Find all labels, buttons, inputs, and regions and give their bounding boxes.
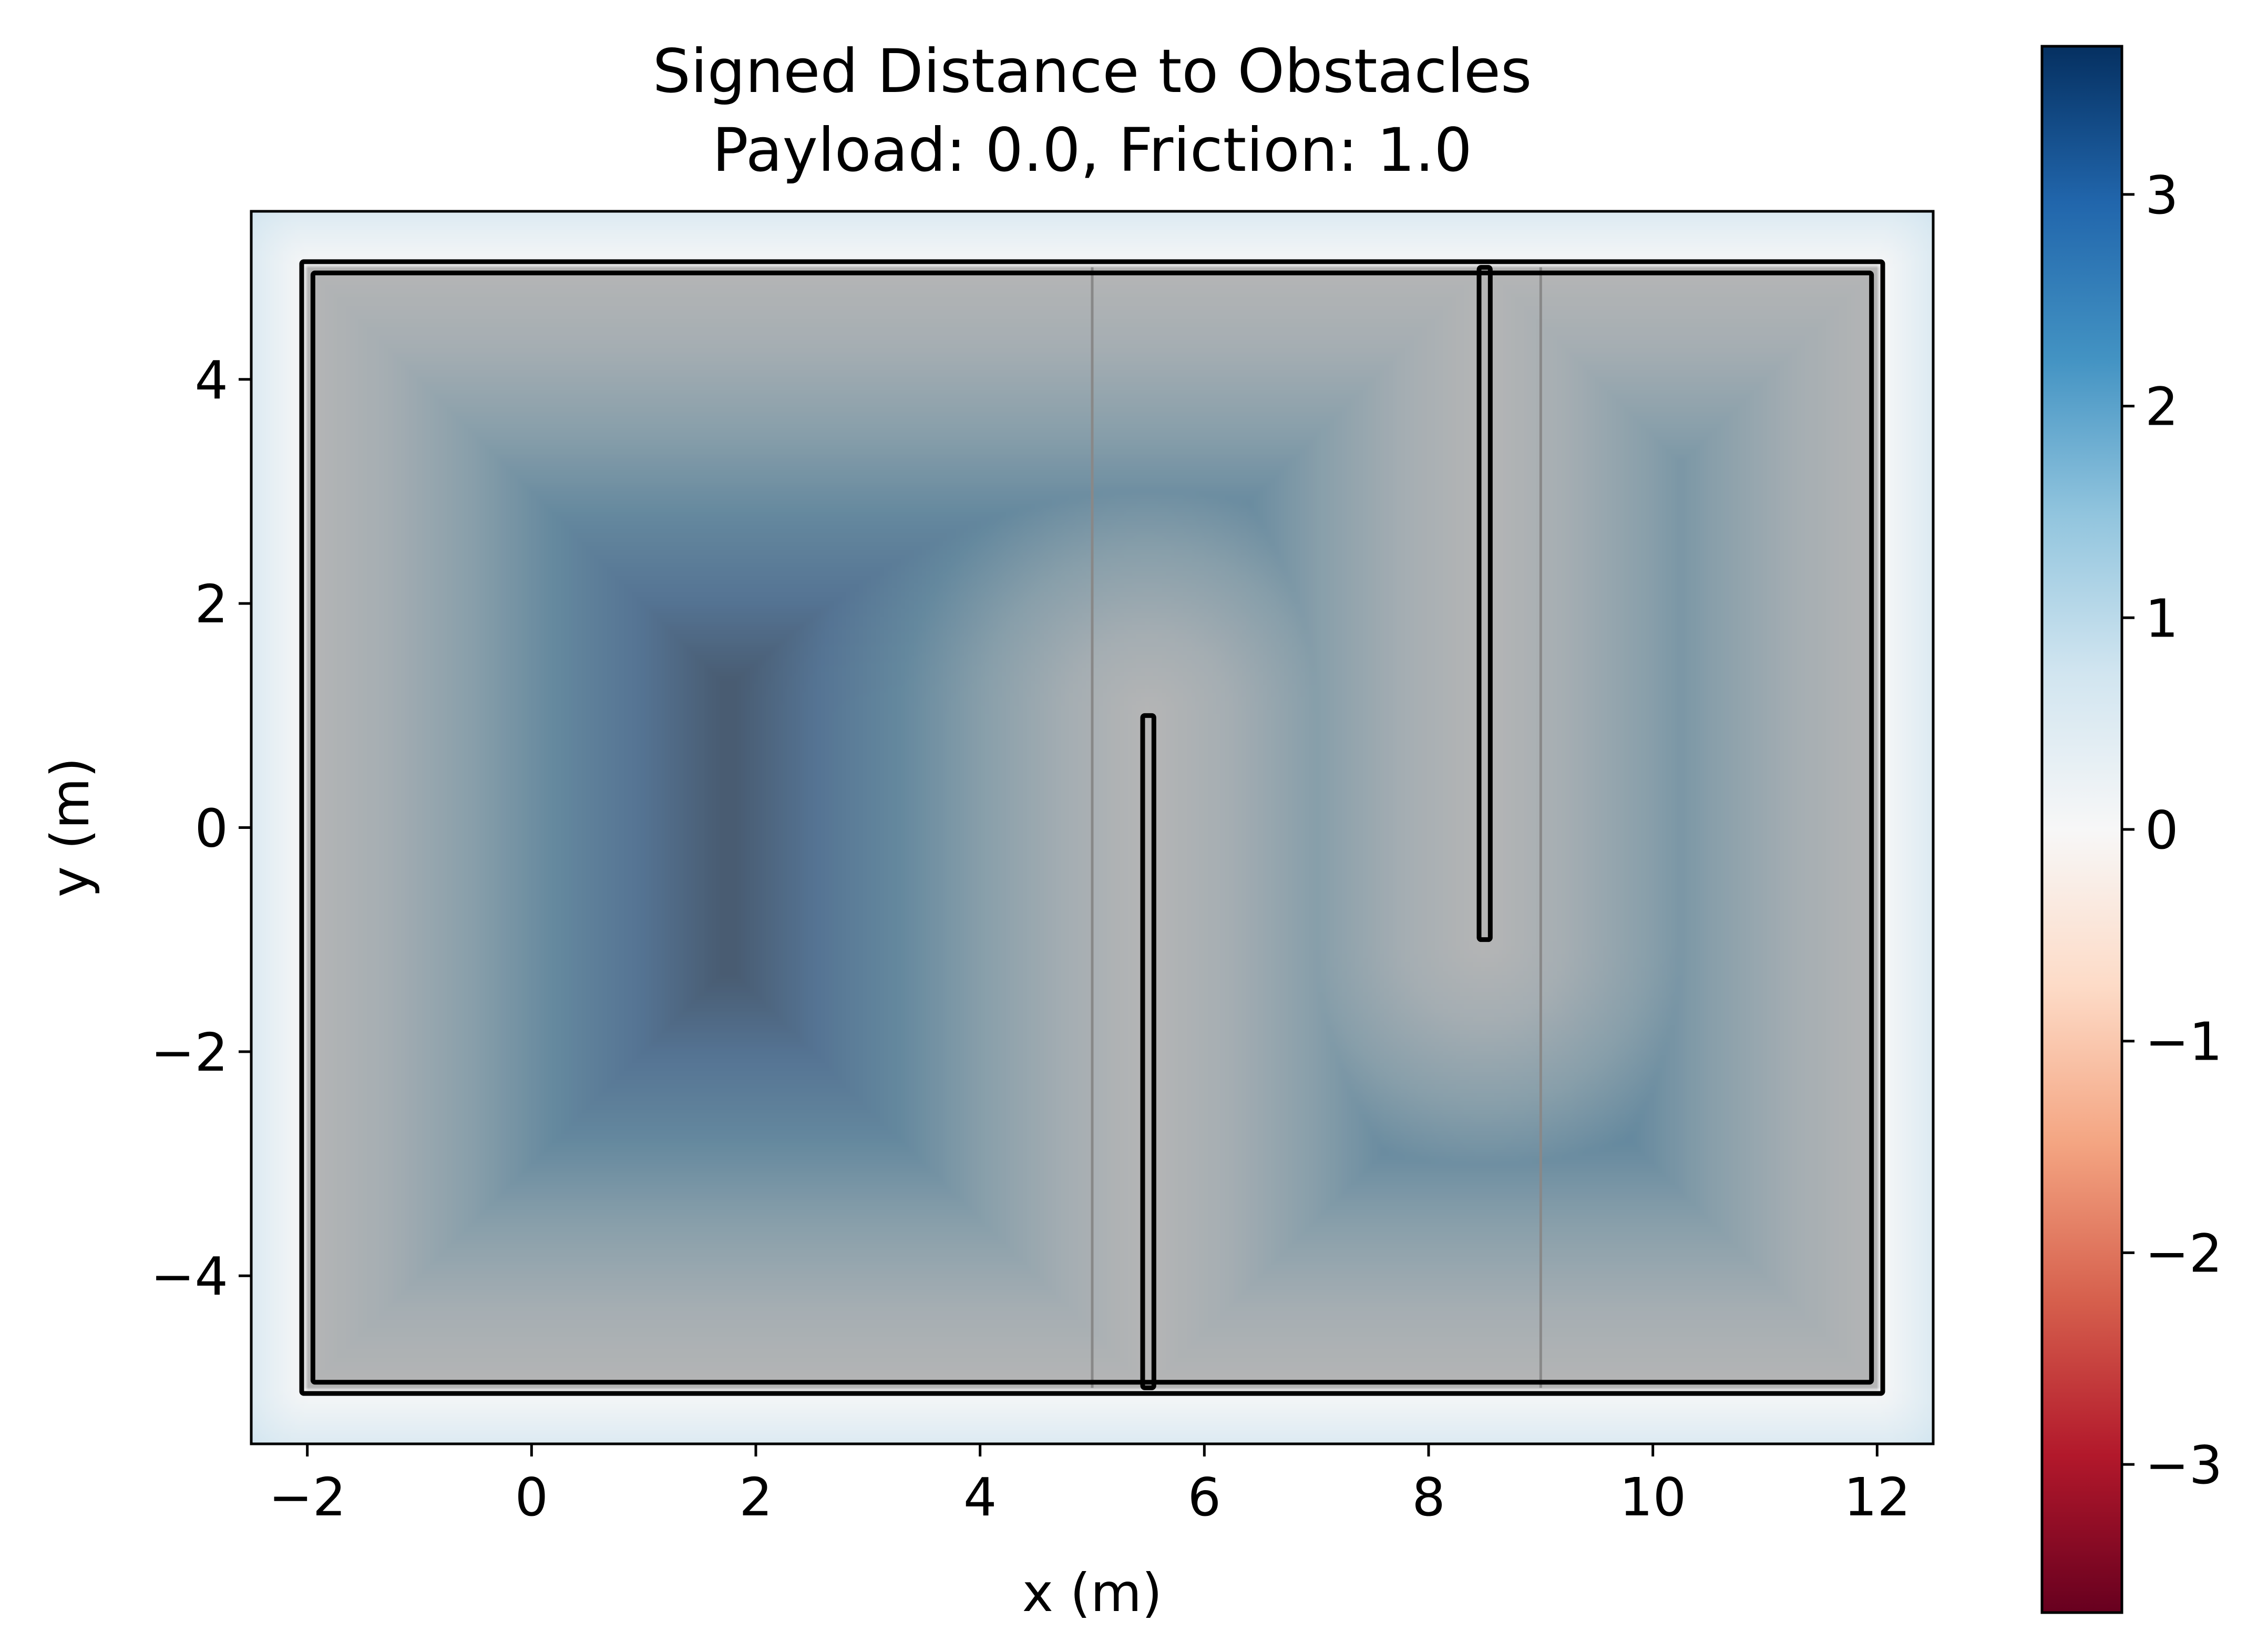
x-axis-ticks: −2 0 2 4 6 8 10 12 xyxy=(269,1444,1911,1528)
colorbar: −3 −2 −1 0 1 2 3 xyxy=(2040,45,2222,1614)
colorbar-tick-label: 2 xyxy=(2145,376,2179,438)
colorbar-tick-label: −1 xyxy=(2145,1011,2222,1073)
x-tick-label: −2 xyxy=(269,1466,346,1528)
y-axis-ticks: −4 −2 0 2 4 xyxy=(151,350,251,1307)
boundary-wall-outer xyxy=(299,259,1885,1396)
x-tick-label: 2 xyxy=(739,1466,773,1528)
interior-wall xyxy=(1140,713,1156,1390)
colorbar-tick-label: 0 xyxy=(2145,799,2179,861)
colorbar-ticks: −3 −2 −1 0 1 2 3 xyxy=(2122,165,2222,1496)
obstacle-outlines xyxy=(299,259,1885,1396)
reference-lines xyxy=(1091,267,1542,1388)
colorbar-tick-label: −3 xyxy=(2145,1434,2222,1496)
chart-subtitle: Payload: 0.0, Friction: 1.0 xyxy=(712,115,1472,185)
boundary-wall-inner xyxy=(310,270,1874,1385)
plot-area xyxy=(251,211,1933,1444)
x-tick-label: 8 xyxy=(1412,1466,1445,1528)
chart-title: Signed Distance to Obstacles xyxy=(653,36,1532,106)
x-tick-label: 4 xyxy=(963,1466,997,1528)
colorbar-tick-label: 1 xyxy=(2145,588,2179,649)
y-axis-label: y (m) xyxy=(39,757,101,897)
x-tick-label: 6 xyxy=(1188,1466,1222,1528)
x-tick-label: 12 xyxy=(1844,1466,1911,1528)
y-tick-label: −4 xyxy=(151,1246,228,1307)
y-tick-label: 2 xyxy=(194,573,228,635)
y-tick-label: 4 xyxy=(194,350,228,411)
colorbar-scale xyxy=(2040,45,2123,1614)
colorbar-tick-label: 3 xyxy=(2145,165,2179,226)
colorbar-tick-label: −2 xyxy=(2145,1223,2222,1284)
x-tick-label: 10 xyxy=(1619,1466,1686,1528)
y-tick-label: 0 xyxy=(194,798,228,859)
interior-wall xyxy=(1476,265,1493,942)
x-tick-label: 0 xyxy=(515,1466,549,1528)
y-tick-label: −2 xyxy=(151,1022,228,1083)
x-axis-label: x (m) xyxy=(1022,1562,1162,1624)
